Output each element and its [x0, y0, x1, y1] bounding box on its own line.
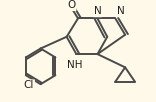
Text: N: N — [94, 6, 101, 16]
Text: Cl: Cl — [24, 80, 34, 90]
Text: N: N — [117, 6, 125, 16]
Text: NH: NH — [67, 60, 83, 70]
Text: O: O — [67, 0, 76, 10]
